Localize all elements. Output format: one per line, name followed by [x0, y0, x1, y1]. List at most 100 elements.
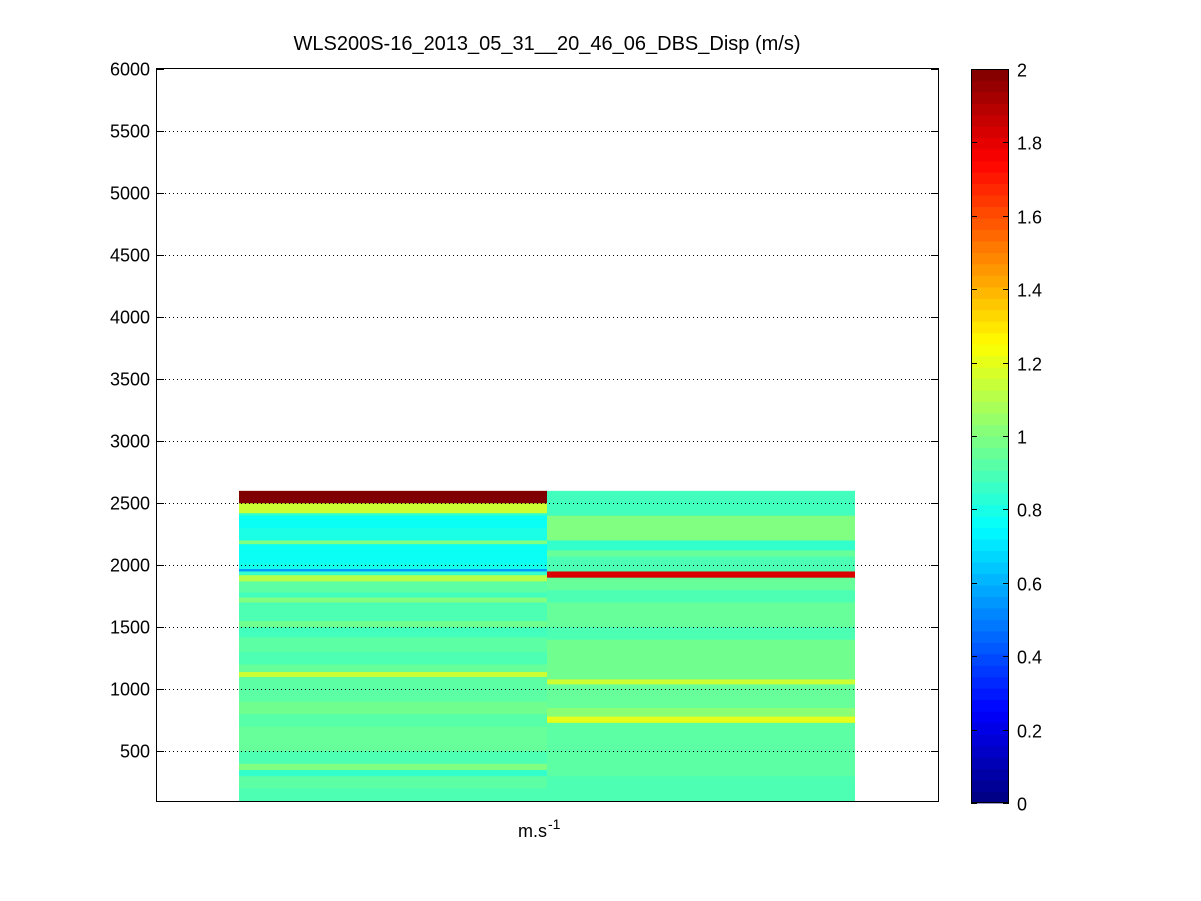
heatmap-cell-col1-11 — [239, 575, 547, 582]
heatmap-cell-col2-4 — [547, 550, 855, 557]
colorbar-swatch-51 — [971, 218, 1009, 230]
heatmap-cell-col1-17 — [239, 627, 547, 638]
colorbar-swatch-35 — [971, 401, 1009, 414]
heatmap-cell-col2-5 — [547, 556, 855, 572]
colorbar-swatch-21 — [971, 562, 1009, 575]
heatmap-cell-col2-3 — [547, 540, 855, 551]
colorbar-swatch-59 — [971, 126, 1009, 139]
colorbar-swatch-43 — [971, 309, 1009, 322]
colorbar-swatch-18 — [971, 596, 1009, 609]
heatmap-cell-col1-2 — [239, 503, 547, 514]
colorbar-swatch-9 — [971, 699, 1009, 712]
colorbar-swatch-64 — [971, 69, 1009, 81]
heatmap-cell-col1-16 — [239, 621, 547, 628]
x-axis-label-superscript: -1 — [548, 816, 561, 832]
colorbar-swatch-50 — [971, 229, 1009, 242]
heatmap-cell-col1-1 — [239, 490, 547, 504]
heatmap-cell-col1-8 — [239, 562, 547, 570]
heatmap-cell-col1-27 — [239, 763, 547, 771]
colorbar-swatch-55 — [971, 172, 1009, 185]
colorbar-tick-label-1: 1 — [1017, 428, 1027, 448]
colorbar-swatch-10 — [971, 688, 1009, 701]
heatmap-cell-col1-19 — [239, 652, 547, 665]
colorbar-swatch-45 — [971, 286, 1009, 299]
colorbar-swatch-5 — [971, 745, 1009, 758]
colorbar-tick-label-2: 2 — [1017, 61, 1027, 81]
colorbar-swatch-22 — [971, 550, 1009, 563]
heatmap-cell-col1-25 — [239, 726, 547, 752]
heatmap-cell-col1-3 — [239, 513, 547, 517]
colorbar-tick-label-0.4: 0.4 — [1017, 648, 1042, 668]
heatmap-cell-col1-10 — [239, 571, 547, 576]
colorbar-swatch-41 — [971, 332, 1009, 345]
chart-title: WLS200S-16_2013_05_31__20_46_06_DBS_Disp… — [293, 33, 800, 55]
colorbar-swatch-7 — [971, 722, 1009, 735]
colorbar-swatch-38 — [971, 367, 1009, 380]
heatmap-cell-col1-5 — [239, 528, 547, 541]
heatmap-cell-col2-15 — [547, 716, 855, 724]
y-tick-label-500: 500 — [120, 742, 150, 762]
colorbar-tick-label-0: 0 — [1017, 795, 1027, 815]
colorbar-swatch-56 — [971, 160, 1009, 173]
colorbar-swatch-29 — [971, 470, 1009, 483]
y-tick-label-4000: 4000 — [110, 308, 150, 328]
heatmap-cell-col2-12 — [547, 679, 855, 685]
heatmap-cell-col1-14 — [239, 597, 547, 603]
colorbar-tick-label-0.6: 0.6 — [1017, 575, 1042, 595]
colorbar-swatch-13 — [971, 653, 1009, 666]
colorbar-swatch-36 — [971, 390, 1009, 402]
heatmap-cell-col1-12 — [239, 581, 547, 593]
heatmap-cell-col1-23 — [239, 701, 547, 715]
heatmap-cell-col2-7 — [547, 577, 855, 591]
heatmap-cell-col1-28 — [239, 769, 547, 777]
heatmap-cell-col2-17 — [547, 776, 855, 802]
heatmap-cell-col2-2 — [547, 515, 855, 541]
heatmap-cell-col1-29 — [239, 776, 547, 789]
y-tick-label-5000: 5000 — [110, 184, 150, 204]
colorbar-swatch-31 — [971, 447, 1009, 460]
colorbar-swatch-33 — [971, 424, 1009, 437]
colorbar-swatch-14 — [971, 642, 1009, 655]
heatmap-cell-col1-15 — [239, 602, 547, 622]
colorbar-swatch-1 — [971, 791, 1009, 804]
colorbar-tick-label-0.8: 0.8 — [1017, 501, 1042, 521]
colorbar-swatch-2 — [971, 780, 1009, 792]
colorbar-swatch-58 — [971, 137, 1009, 150]
colorbar-tick-label-1.2: 1.2 — [1017, 355, 1042, 375]
y-tick-label-2500: 2500 — [110, 494, 150, 514]
heatmap-cell-col2-10 — [547, 627, 855, 641]
colorbar-swatch-32 — [971, 436, 1009, 448]
colorbar-swatch-48 — [971, 252, 1009, 265]
colorbar-swatch-61 — [971, 103, 1009, 116]
colorbar-swatch-46 — [971, 275, 1009, 288]
heatmap-cell-col1-6 — [239, 540, 547, 545]
plot-axes-box — [156, 68, 939, 802]
colorbar-swatch-3 — [971, 768, 1009, 781]
heatmap-cell-col1-30 — [239, 788, 547, 802]
y-tick-label-3500: 3500 — [110, 370, 150, 390]
y-tick-label-1500: 1500 — [110, 618, 150, 638]
colorbar-swatch-57 — [971, 149, 1009, 162]
colorbar-swatch-47 — [971, 263, 1009, 276]
colorbar-swatch-62 — [971, 91, 1009, 104]
y-tick-label-1000: 1000 — [110, 680, 150, 700]
colorbar-swatch-30 — [971, 458, 1009, 471]
heatmap-cell-col2-9 — [547, 602, 855, 628]
colorbar-swatch-8 — [971, 711, 1009, 724]
heatmap-cell-col1-26 — [239, 751, 547, 765]
colorbar-tick-label-0.2: 0.2 — [1017, 722, 1042, 742]
y-tick-label-6000: 6000 — [110, 60, 150, 80]
colorbar-swatch-25 — [971, 516, 1009, 529]
heatmap-cells — [239, 490, 855, 802]
colorbar-tick-label-1.6: 1.6 — [1017, 208, 1042, 228]
heatmap-cell-col1-24 — [239, 714, 547, 727]
heatmap-cell-col2-13 — [547, 684, 855, 709]
colorbar-swatch-15 — [971, 630, 1009, 643]
heatmap-cell-col1-9 — [239, 568, 547, 572]
colorbar-tick-label-1.8: 1.8 — [1017, 134, 1042, 154]
colorbar-swatch-23 — [971, 539, 1009, 552]
heatmap-cell-col2-14 — [547, 707, 855, 718]
colorbar-swatch-17 — [971, 608, 1009, 620]
colorbar-swatch-16 — [971, 619, 1009, 632]
